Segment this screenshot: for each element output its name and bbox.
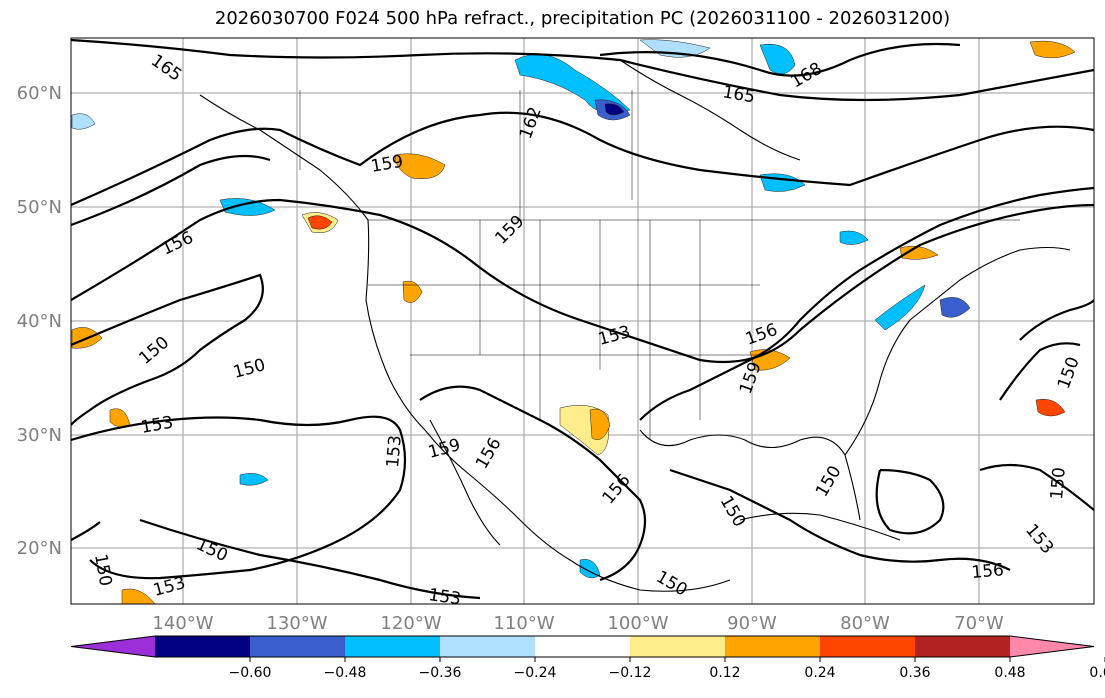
map-title: 2026030700 F024 500 hPa refract., precip… bbox=[214, 8, 951, 29]
precip-blob bbox=[239, 473, 269, 486]
colorbar-swatch bbox=[250, 636, 346, 657]
precip-blob bbox=[874, 284, 926, 331]
colorbar-tick-label: 0.48 bbox=[994, 665, 1025, 681]
precip-blob bbox=[839, 230, 869, 245]
colorbar-swatch bbox=[630, 636, 726, 657]
precip-blob bbox=[579, 559, 601, 579]
precip-blob bbox=[939, 297, 971, 318]
contour-label: 156 bbox=[971, 560, 1005, 583]
colorbar-swatch bbox=[155, 636, 251, 657]
colorbar-tick-label: −0.48 bbox=[324, 665, 367, 681]
lon-tick-label: 70°W bbox=[954, 613, 1004, 634]
lat-tick-label: 60°N bbox=[17, 83, 62, 104]
colorbar-swatch bbox=[820, 636, 916, 657]
precip-blob bbox=[394, 153, 446, 179]
lat-tick-label: 50°N bbox=[17, 197, 62, 218]
state-borders bbox=[299, 90, 1020, 440]
map-plot-area: 165 168 165 162 159 159 156 153 156 159 … bbox=[71, 38, 1094, 609]
colorbar-extend-max bbox=[1010, 636, 1094, 657]
lat-tick-label: 40°N bbox=[17, 311, 62, 332]
precip-blob bbox=[71, 113, 96, 130]
colorbar-tick-label: −0.36 bbox=[419, 665, 462, 681]
precipitation-shading bbox=[71, 39, 1076, 604]
colorbar-tick-label: −0.24 bbox=[514, 665, 557, 681]
lon-tick-label: 100°W bbox=[607, 613, 668, 634]
coastlines-and-borders bbox=[199, 59, 1071, 592]
latitude-axis: 60°N 50°N 40°N 30°N 20°N bbox=[17, 83, 62, 559]
colorbar: −0.60 −0.48 −0.36 −0.24 −0.12 0.12 0.24 0.36 0.4… bbox=[70, 635, 1105, 681]
contour-label: 153 bbox=[383, 434, 406, 468]
precip-blob bbox=[307, 215, 333, 230]
colorbar-swatch bbox=[915, 636, 1011, 657]
lat-tick-label: 20°N bbox=[17, 538, 62, 559]
lon-tick-label: 120°W bbox=[380, 613, 441, 634]
colorbar-tick-label: 0.24 bbox=[804, 665, 835, 681]
lon-tick-label: 140°W bbox=[152, 613, 213, 634]
colorbar-outline bbox=[70, 635, 1095, 658]
precip-blob bbox=[604, 103, 625, 116]
colorbar-tick-label: 0.12 bbox=[709, 665, 740, 681]
precip-blob bbox=[589, 408, 611, 441]
colorbar-swatch bbox=[345, 636, 441, 657]
colorbar-swatch bbox=[535, 636, 631, 657]
map-frame bbox=[70, 37, 1095, 605]
lon-tick-label: 90°W bbox=[727, 613, 777, 634]
longitude-axis: 140°W 130°W 120°W 110°W 100°W 90°W 80°W … bbox=[152, 613, 1004, 634]
colorbar-extend-min bbox=[71, 636, 155, 657]
colorbar-swatch bbox=[440, 636, 536, 657]
contour-label: 153 bbox=[427, 585, 462, 609]
colorbar-swatch bbox=[725, 636, 821, 657]
precip-blob bbox=[759, 43, 796, 75]
lat-tick-label: 30°N bbox=[17, 425, 62, 446]
precip-blob bbox=[402, 280, 423, 303]
refractivity-contours bbox=[71, 38, 1094, 600]
precip-blob bbox=[1029, 40, 1076, 59]
precip-blob bbox=[219, 198, 276, 216]
precip-blob bbox=[514, 54, 631, 114]
lon-tick-label: 80°W bbox=[840, 613, 890, 634]
lon-tick-label: 110°W bbox=[493, 613, 554, 634]
colorbar-tick-label: 0.60 bbox=[1089, 665, 1105, 681]
colorbar-tick-label: −0.12 bbox=[609, 665, 652, 681]
colorbar-tick-label: −0.60 bbox=[229, 665, 272, 681]
colorbar-tick-label: 0.36 bbox=[899, 665, 930, 681]
contour-label: 150 bbox=[1047, 466, 1070, 500]
precip-blob bbox=[121, 588, 156, 604]
precip-blob bbox=[899, 245, 939, 260]
lon-tick-label: 130°W bbox=[266, 613, 327, 634]
precip-blob bbox=[1035, 399, 1066, 417]
